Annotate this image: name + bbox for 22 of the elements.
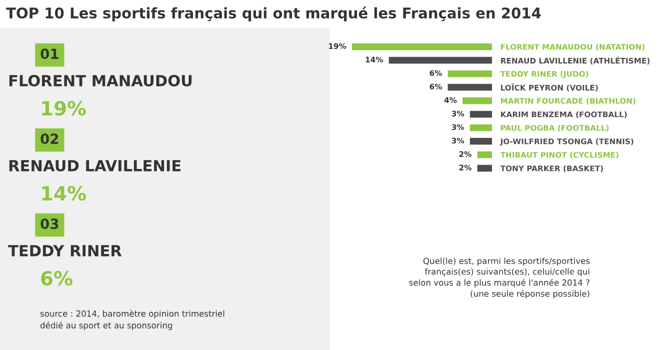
chart-title: TOP 10 Les sportifs français qui ont marqué les Français en 2014: [6, 6, 541, 22]
text: TEDDY RINER: [8, 245, 122, 256]
text: RENAUD LAVILLENIE: [9, 160, 180, 172]
text: 01: [40, 48, 58, 60]
source-note: source : 2014, baromètre opinion trimestriel dédié au sport et au sponsoring: [40, 310, 224, 330]
bar: [470, 110, 492, 118]
text: 6%: [41, 270, 72, 286]
text: FLORENT MANAUDOU: [9, 74, 192, 86]
bar: [477, 164, 492, 172]
bar: [470, 124, 492, 132]
text: 03: [40, 218, 58, 230]
text: 02: [40, 134, 58, 144]
bar: [388, 56, 492, 64]
text: 14%: [42, 186, 86, 201]
bar: [470, 138, 492, 145]
bar: [448, 84, 492, 91]
bar: [477, 151, 492, 158]
bar: [462, 97, 492, 104]
text: 19%: [42, 100, 86, 116]
text: Quel(le) est, parmi les sportifs/sportives français(es) suivants(es), celui/celle qui selon vous a le plus marqué l'année 2014 ? (une seule réponse possible): [409, 258, 590, 298]
bar: [352, 43, 492, 50]
bar: [448, 70, 492, 78]
